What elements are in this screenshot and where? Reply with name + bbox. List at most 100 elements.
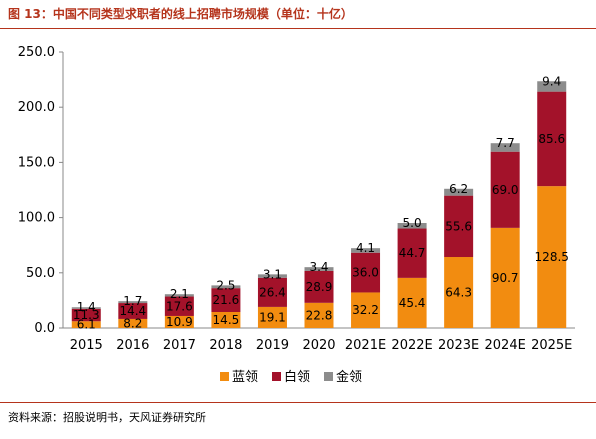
bar-segment-gold-collar — [397, 223, 427, 229]
bar-segment-blue-collar — [490, 227, 520, 328]
bar-segment-blue-collar — [397, 277, 427, 328]
value-label-gold-collar: 5.0 — [403, 216, 422, 230]
value-label-white-collar: 11.3 — [73, 308, 100, 322]
y-tick-label: 150.0 — [18, 155, 55, 170]
bar-segment-gold-collar — [444, 188, 474, 196]
legend-item-blue-collar: 蓝领 — [220, 370, 258, 385]
legend: 蓝领 白领 金领 — [220, 369, 362, 385]
value-label-white-collar: 69.0 — [492, 183, 519, 197]
x-tick-labels: 2015 2016 2017 2018 2019 2020 2021E 2022E 2023E 2… — [70, 338, 573, 353]
value-label-gold-collar: 1.7 — [123, 294, 142, 308]
bar-segment-blue-collar — [211, 311, 241, 328]
y-tick-label: 250.0 — [18, 45, 55, 60]
source-divider — [0, 402, 596, 403]
value-label-gold-collar: 3.4 — [309, 260, 328, 274]
value-label-blue-collar: 22.8 — [306, 308, 333, 322]
value-label-white-collar: 28.9 — [306, 280, 333, 294]
chart-title: 图 13：中国不同类型求职者的线上招聘市场规模（单位：十亿） — [8, 7, 353, 21]
bar-segment-white-collar — [257, 277, 287, 307]
legend-swatch — [220, 372, 229, 381]
bar-segment-gold-collar — [118, 301, 148, 304]
value-label-gold-collar: 4.1 — [356, 241, 375, 255]
y-tick-label: 50.0 — [26, 266, 55, 281]
value-labels: 6.111.31.48.214.41.710.917.62.114.521.62… — [73, 74, 569, 331]
value-label-blue-collar: 45.4 — [399, 296, 426, 310]
value-label-white-collar: 36.0 — [352, 266, 379, 280]
value-label-blue-collar: 64.3 — [445, 286, 472, 300]
bar-segment-blue-collar — [351, 292, 381, 328]
x-tick-label: 2015 — [70, 338, 103, 353]
legend-label: 蓝领 — [232, 370, 258, 385]
x-tick-label: 2019 — [256, 338, 289, 353]
value-label-blue-collar: 8.2 — [123, 316, 142, 330]
bar-segment-white-collar — [537, 91, 567, 187]
bar-segment-blue-collar — [164, 315, 194, 328]
bar-segment-gold-collar — [164, 294, 194, 297]
bar-segment-gold-collar — [351, 248, 381, 253]
value-label-white-collar: 26.4 — [259, 285, 286, 299]
x-tick-label: 2020 — [302, 338, 335, 353]
value-label-white-collar: 44.7 — [399, 246, 426, 260]
y-tick-labels: 0.0 50.0 100.0 150.0 200.0 250.0 — [18, 45, 63, 336]
legend-swatch — [272, 372, 281, 381]
legend-swatch — [324, 372, 333, 381]
x-tick-label: 2017 — [163, 338, 196, 353]
value-label-blue-collar: 90.7 — [492, 271, 519, 285]
bar-segment-white-collar — [71, 308, 101, 322]
bar-segment-blue-collar — [257, 306, 287, 328]
value-label-white-collar: 85.6 — [538, 132, 565, 146]
legend-item-gold-collar: 金领 — [324, 369, 362, 385]
value-label-white-collar: 21.6 — [213, 293, 240, 307]
bar-segment-white-collar — [351, 252, 381, 293]
bar-segment-white-collar — [444, 195, 474, 258]
value-label-gold-collar: 3.1 — [263, 267, 282, 281]
y-tick-label: 200.0 — [18, 100, 55, 115]
bar-segment-gold-collar — [537, 81, 567, 92]
value-label-gold-collar: 7.7 — [496, 136, 515, 150]
bar-segment-gold-collar — [490, 143, 520, 152]
bar-segment-gold-collar — [257, 274, 287, 278]
bar-segment-blue-collar — [118, 318, 148, 328]
bar-segment-white-collar — [397, 228, 427, 278]
bar-segment-gold-collar — [304, 267, 334, 271]
bar-segment-blue-collar — [71, 321, 101, 328]
value-label-gold-collar: 2.5 — [216, 278, 235, 292]
title-divider — [0, 28, 596, 29]
bar-segment-blue-collar — [537, 186, 567, 328]
x-tick-label: 2016 — [116, 338, 149, 353]
x-tick-label: 2022E — [391, 338, 432, 353]
legend-label: 白领 — [284, 369, 310, 385]
source-note: 资料来源：招股说明书，天风证券研究所 — [8, 411, 206, 424]
legend-item-white-collar: 白领 — [272, 369, 310, 385]
x-tick-label: 2025E — [531, 338, 572, 353]
x-tick-label: 2021E — [345, 338, 386, 353]
x-tick-label: 2018 — [209, 338, 242, 353]
value-label-white-collar: 55.6 — [445, 219, 472, 233]
value-label-gold-collar: 6.2 — [449, 182, 468, 196]
value-label-gold-collar: 2.1 — [170, 287, 189, 301]
bar-segment-blue-collar — [304, 302, 334, 328]
bar-segment-white-collar — [304, 270, 334, 303]
bar-segment-gold-collar — [211, 285, 241, 289]
value-label-blue-collar: 10.9 — [166, 315, 193, 329]
value-label-blue-collar: 32.2 — [352, 303, 379, 317]
value-label-white-collar: 17.6 — [166, 299, 193, 313]
bar-segment-white-collar — [211, 288, 241, 312]
bar-segment-blue-collar — [444, 257, 474, 328]
stacked-bar-chart: 0.0 50.0 100.0 150.0 200.0 250.0 6.111.31.4 8.… — [18, 45, 575, 385]
x-tick-label: 2023E — [438, 338, 479, 353]
bar-segment-gold-collar — [71, 307, 101, 309]
value-label-blue-collar: 19.1 — [259, 310, 286, 324]
legend-label: 金领 — [336, 369, 362, 385]
bar-segment-white-collar — [164, 296, 194, 316]
y-tick-label: 0.0 — [34, 321, 55, 336]
value-label-blue-collar: 6.1 — [77, 318, 96, 332]
bar-segment-white-collar — [118, 303, 148, 319]
value-label-gold-collar: 1.4 — [77, 300, 96, 314]
value-label-white-collar: 14.4 — [119, 304, 146, 318]
bar-segment-white-collar — [490, 151, 520, 228]
y-tick-label: 100.0 — [18, 211, 55, 226]
value-label-blue-collar: 14.5 — [213, 313, 240, 327]
x-tick-label: 2024E — [485, 338, 526, 353]
